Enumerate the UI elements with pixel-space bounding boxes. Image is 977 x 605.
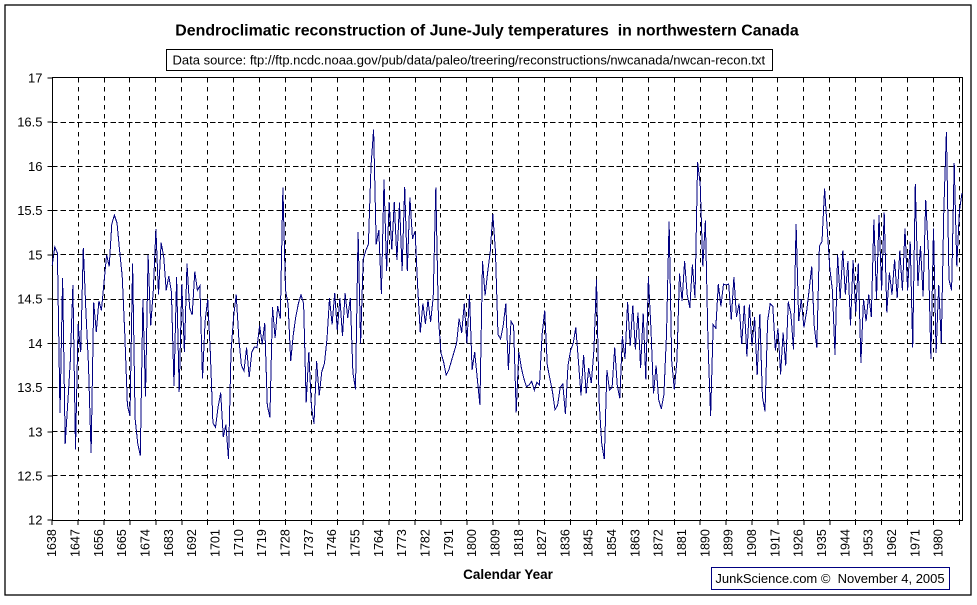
svg-text:JunkScience.com © November 4,: JunkScience.com © November 4, 2005 [715,571,944,586]
svg-text:1827: 1827 [535,529,549,557]
svg-text:15: 15 [28,247,42,262]
svg-text:1647: 1647 [69,529,83,557]
svg-text:1854: 1854 [605,529,619,557]
svg-text:1737: 1737 [302,529,316,557]
svg-text:1791: 1791 [442,529,456,557]
svg-text:1719: 1719 [255,529,269,557]
svg-text:14.5: 14.5 [17,292,42,307]
svg-text:1728: 1728 [279,529,293,557]
svg-text:Data source: ftp://ftp.ncdc.no: Data source: ftp://ftp.ncdc.noaa.gov/pub… [173,53,766,68]
svg-text:1782: 1782 [418,529,432,557]
svg-text:16: 16 [28,159,42,174]
svg-text:1980: 1980 [932,529,946,557]
svg-text:1683: 1683 [162,529,176,557]
svg-text:1899: 1899 [722,529,736,557]
svg-text:1800: 1800 [465,529,479,557]
svg-text:1836: 1836 [558,529,572,557]
svg-text:1710: 1710 [232,529,246,557]
svg-text:13.5: 13.5 [17,380,42,395]
svg-text:17: 17 [28,71,42,86]
svg-text:1701: 1701 [209,529,223,557]
svg-text:1845: 1845 [582,529,596,557]
svg-text:1908: 1908 [745,529,759,557]
svg-text:1926: 1926 [792,529,806,557]
svg-text:1656: 1656 [92,529,106,557]
svg-text:1935: 1935 [815,529,829,557]
svg-text:1953: 1953 [862,529,876,557]
svg-text:1863: 1863 [628,529,642,557]
svg-text:1665: 1665 [115,529,129,557]
svg-text:16.5: 16.5 [17,115,42,130]
svg-text:1890: 1890 [698,529,712,557]
svg-text:1971: 1971 [908,529,922,557]
svg-text:1692: 1692 [185,529,199,557]
svg-text:1872: 1872 [652,529,666,557]
svg-text:1773: 1773 [395,529,409,557]
svg-text:13: 13 [28,424,42,439]
svg-text:12: 12 [28,513,42,528]
svg-text:1917: 1917 [768,529,782,557]
svg-text:1638: 1638 [45,529,59,557]
svg-text:1881: 1881 [675,529,689,557]
svg-text:Dendroclimatic reconstruction: Dendroclimatic reconstruction of June-Ju… [175,23,799,40]
svg-text:1818: 1818 [512,529,526,557]
svg-text:1755: 1755 [349,529,363,557]
svg-text:12.5: 12.5 [17,469,42,484]
svg-text:1764: 1764 [372,529,386,557]
svg-text:1674: 1674 [139,529,153,557]
svg-text:Calendar Year: Calendar Year [463,567,554,582]
svg-text:1809: 1809 [488,529,502,557]
svg-text:1746: 1746 [325,529,339,557]
svg-text:15.5: 15.5 [17,203,42,218]
svg-text:1962: 1962 [885,529,899,557]
svg-text:1944: 1944 [838,529,852,557]
svg-text:14: 14 [28,336,42,351]
